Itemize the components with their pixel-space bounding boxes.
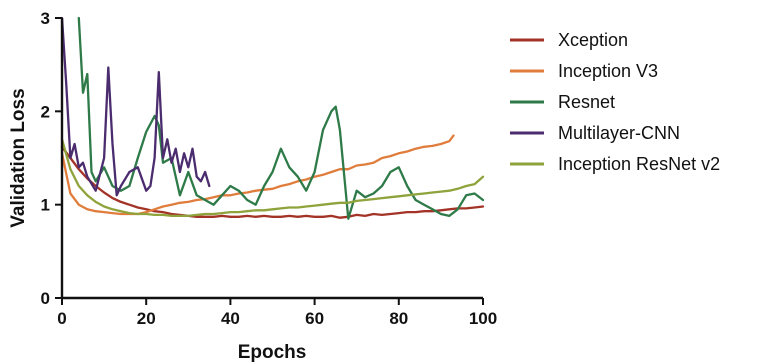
series-layer — [60, 16, 485, 220]
legend-item: Inception ResNet v2 — [510, 154, 720, 174]
x-axis-title: Epochs — [238, 342, 307, 363]
legend-item: Inception V3 — [510, 61, 658, 81]
legend-label: Inception V3 — [558, 61, 658, 81]
x-tick-label: 80 — [389, 309, 408, 328]
legend-item: Xception — [510, 30, 628, 50]
series-line-1 — [60, 134, 455, 216]
y-tick-label: 0 — [41, 289, 50, 308]
legend-item: Resnet — [510, 92, 615, 112]
legend-label: Inception ResNet v2 — [558, 154, 720, 174]
legend-label: Resnet — [558, 92, 615, 112]
axes — [60, 18, 483, 300]
legend-label: Xception — [558, 30, 628, 50]
y-tick-label: 3 — [41, 9, 50, 28]
y-axis-title: Validation Loss — [8, 88, 29, 227]
ticks: 0 20 40 60 80 100 0 1 2 3 — [41, 9, 498, 328]
y-tick-label: 1 — [41, 196, 50, 215]
x-tick-label: 40 — [221, 309, 240, 328]
x-tick-label: 20 — [137, 309, 156, 328]
x-tick-label: 0 — [57, 309, 66, 328]
series-line-0 — [60, 145, 485, 219]
series-line-3 — [60, 16, 211, 197]
legend-label: Multilayer-CNN — [558, 123, 680, 143]
y-tick-label: 2 — [41, 102, 50, 121]
x-tick-label: 100 — [469, 309, 497, 328]
legend-item: Multilayer-CNN — [510, 123, 680, 143]
legend: Xception Inception V3 Resnet Multilayer-CNN… — [510, 30, 720, 174]
x-tick-label: 60 — [305, 309, 324, 328]
series-line-2 — [77, 16, 485, 220]
series-line-4 — [60, 138, 485, 218]
